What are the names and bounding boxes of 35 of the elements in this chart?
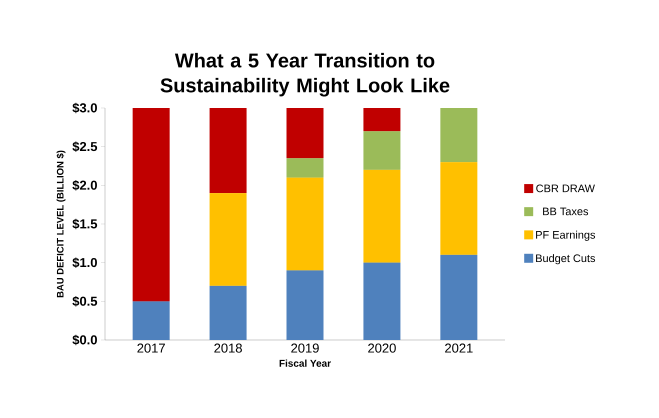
- bar: [286, 270, 324, 340]
- y-tick-label: $0.0: [72, 334, 97, 346]
- bar: [286, 178, 324, 270]
- x-tick-label: 2020: [368, 344, 396, 353]
- legend-label: PF Earnings: [536, 230, 596, 241]
- y-tick-label: $2.0: [72, 180, 97, 191]
- y-tick-label: $0.5: [72, 296, 98, 307]
- bar: [363, 108, 400, 132]
- y-tick-label: $1.0: [72, 257, 97, 268]
- x-tick-label: 2017: [137, 344, 165, 353]
- bar: [363, 262, 400, 340]
- y-tick-label: $3.0: [72, 102, 97, 114]
- bar: [286, 108, 324, 158]
- bar: [210, 286, 247, 340]
- bar: [286, 158, 324, 178]
- bar: [210, 193, 247, 286]
- legend-label: BB Taxes: [543, 208, 588, 216]
- y-axis-title: BAU DEFICIT LEVEL (BILLION $): [56, 150, 66, 298]
- x-tick-label: 2021: [445, 344, 473, 353]
- bar: [132, 108, 170, 302]
- y-tick-label: $1.5: [72, 218, 98, 230]
- bar: [363, 131, 400, 170]
- y-tick-label: $2.5: [72, 141, 98, 152]
- x-tick-label: 2018: [214, 344, 242, 353]
- x-axis-title: Fiscal Year: [280, 360, 331, 367]
- bar: [132, 301, 170, 340]
- bar: [210, 108, 247, 194]
- bar: [440, 254, 478, 340]
- bar: [440, 162, 478, 255]
- chart-title: What a 5 Year Transition to Sustainability Might Look Like: [160, 52, 450, 96]
- x-tick-label: 2019: [291, 344, 319, 353]
- bar: [440, 108, 478, 162]
- legend-label: Budget Cuts: [536, 254, 596, 264]
- legend-label: CBR DRAW: [536, 184, 595, 192]
- bar: [363, 170, 400, 263]
